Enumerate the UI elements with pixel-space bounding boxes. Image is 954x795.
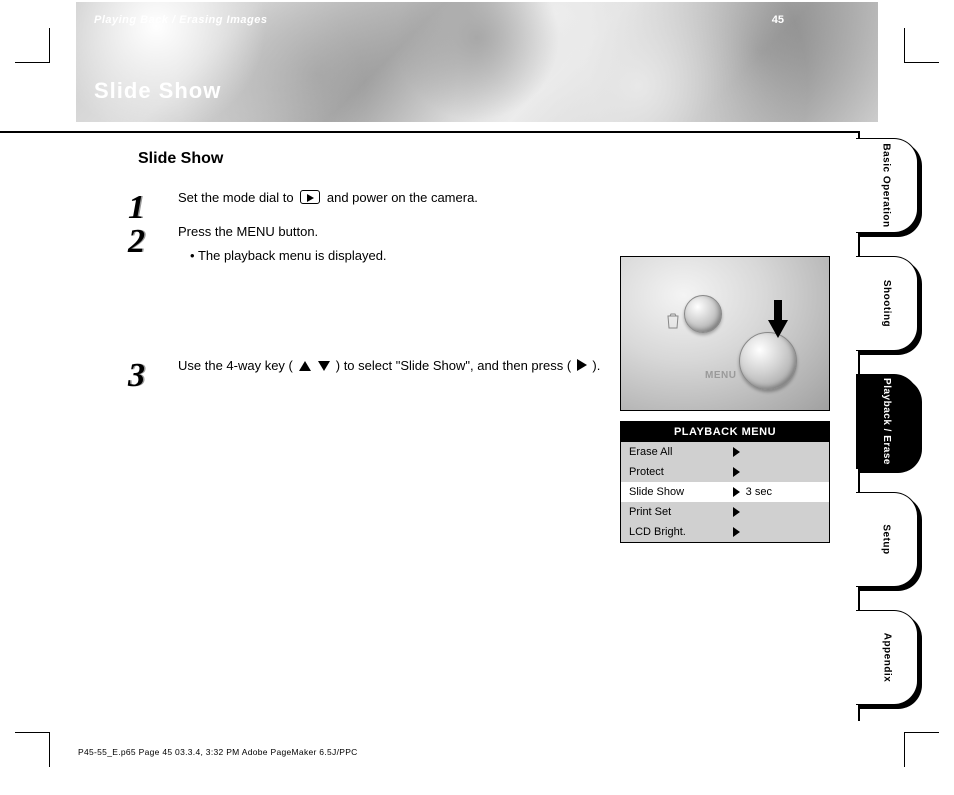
press-arrow-icon [768, 300, 788, 343]
menu-row-arrow-icon [733, 447, 740, 457]
menu-row-label: Print Set [629, 506, 733, 518]
page-header-marble: Playing Back / Erasing Images 45 Slide S… [76, 2, 878, 122]
side-tab-2: Playback / Erase [856, 374, 918, 469]
crop-mark-tl [15, 28, 50, 63]
menu-screenshot-header: PLAYBACK MENU [621, 422, 829, 442]
section-title: Slide Show [138, 150, 608, 168]
header-page-number: 45 [772, 14, 784, 26]
step-3-p2: ) to select "Slide Show", and then press… [336, 358, 571, 373]
step-3: 3 Use the 4-way key ( ) to select "Slide… [128, 356, 608, 376]
step-number-3: 3 [128, 350, 145, 403]
right-arrow-icon [577, 359, 587, 371]
menu-row-4: LCD Bright. [621, 522, 829, 542]
side-tab-0: Basic Operation [856, 138, 918, 233]
menu-row-label: Protect [629, 466, 733, 478]
step-3-p3: ). [592, 358, 600, 373]
header-divider [0, 131, 860, 133]
crop-mark-tr [904, 28, 939, 63]
menu-row-arrow-icon [733, 527, 740, 537]
menu-row-arrow-icon [733, 487, 740, 497]
header-title: Slide Show [94, 78, 221, 104]
playback-mode-icon [300, 190, 320, 204]
menu-row-1: Protect [621, 462, 829, 482]
camera-menu-label: MENU [705, 370, 736, 381]
side-tab-label-0: Basic Operation [881, 143, 892, 227]
side-tab-3: Setup [856, 492, 918, 587]
camera-delete-button [684, 295, 722, 333]
down-arrow-icon [318, 361, 330, 371]
menu-row-3: Print Set [621, 502, 829, 522]
step-2: 2 Press the MENU button. • The playback … [128, 222, 608, 266]
camera-photo-illustration: MENU [620, 256, 830, 411]
menu-row-2: Slide Show 3 sec [621, 482, 829, 502]
step-3-text: Use the 4-way key ( ) to select "Slide S… [178, 358, 600, 373]
menu-row-0: Erase All [621, 442, 829, 462]
trash-icon [666, 313, 680, 332]
side-tab-label-3: Setup [881, 524, 892, 554]
side-tab-label-4: Appendix [881, 633, 892, 683]
header-section-label: Playing Back / Erasing Images [94, 14, 267, 26]
side-tab-label-2: Playback / Erase [881, 378, 892, 465]
menu-row-value: 3 sec [746, 486, 772, 498]
step-2-note-text: The playback menu is displayed. [198, 248, 387, 263]
step-2-text: Press the MENU button. [178, 224, 318, 239]
playback-menu-screenshot: PLAYBACK MENU Erase All Protect Slide Show… [620, 421, 830, 543]
footer-print-info: P45-55_E.p65 Page 45 03.3.4, 3:32 PM Ado… [78, 747, 358, 757]
menu-row-arrow-icon [733, 467, 740, 477]
step-number-2: 2 [128, 216, 145, 269]
crop-mark-br [904, 732, 939, 767]
main-content: Slide Show 1 Set the mode dial to and po… [128, 150, 608, 391]
step-1-before: Set the mode dial to [178, 190, 297, 205]
step-1-text: Set the mode dial to and power on the ca… [178, 190, 478, 205]
menu-row-label: LCD Bright. [629, 526, 733, 538]
side-tab-label-1: Shooting [881, 280, 892, 327]
step-1-after: and power on the camera. [327, 190, 478, 205]
step-3-p1: Use the 4-way key ( [178, 358, 293, 373]
menu-row-label: Slide Show [629, 486, 733, 498]
crop-mark-bl [15, 732, 50, 767]
up-arrow-icon [299, 361, 311, 371]
menu-row-label: Erase All [629, 446, 733, 458]
step-2-note: • The playback menu is displayed. [178, 246, 608, 266]
side-tab-1: Shooting [856, 256, 918, 351]
side-tab-4: Appendix [856, 610, 918, 705]
menu-row-arrow-icon [733, 507, 740, 517]
step-1: 1 Set the mode dial to and power on the … [128, 188, 608, 208]
